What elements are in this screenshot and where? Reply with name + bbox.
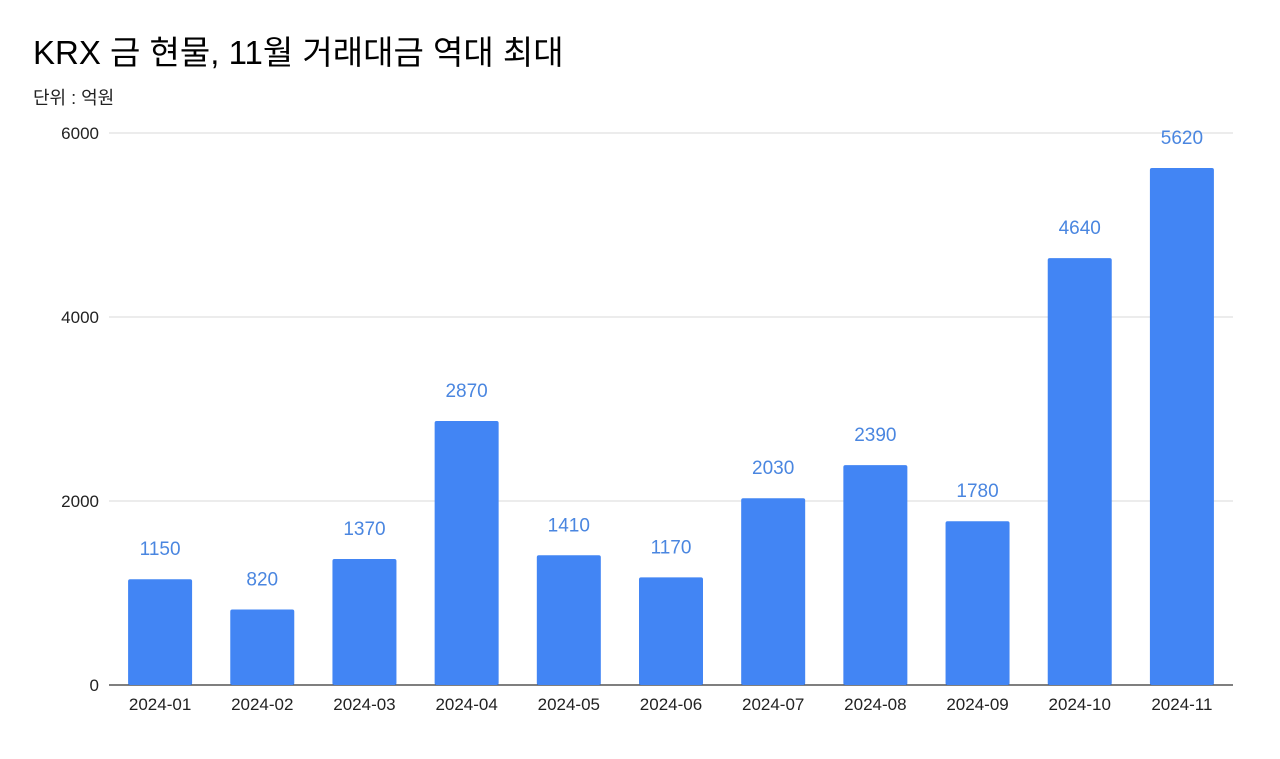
y-tick-label: 0 (90, 676, 99, 695)
x-tick-label-2024-03: 2024-03 (333, 695, 395, 714)
bar-2024-04 (434, 420, 499, 685)
x-tick-label-2024-02: 2024-02 (231, 695, 293, 714)
bar-2024-10 (1047, 258, 1112, 685)
chart-title: KRX 금 현물, 11월 거래대금 역대 최대 (33, 34, 564, 71)
data-label-2024-09: 1780 (956, 481, 998, 502)
data-labels: 1150 820 1370 2870 1410 1170 2030 2390 1780 4640 5… (140, 128, 1203, 591)
bar-2024-08 (843, 465, 908, 685)
bar-2024-02 (230, 609, 295, 685)
x-tick-label-2024-01: 2024-01 (129, 695, 191, 714)
data-label-2024-07: 2030 (752, 458, 794, 479)
x-tick-label-2024-08: 2024-08 (844, 695, 906, 714)
x-tick-label-2024-11: 2024-11 (1151, 695, 1212, 714)
data-label-2024-04: 2870 (445, 381, 487, 402)
y-tick-label: 4000 (61, 308, 99, 327)
x-tick-label-2024-05: 2024-05 (538, 695, 600, 714)
gridlines (109, 132, 1233, 686)
x-tick-label-2024-09: 2024-09 (946, 695, 1008, 714)
bar-2024-09 (945, 521, 1010, 685)
x-tick-label-2024-07: 2024-07 (742, 695, 804, 714)
data-label-2024-01: 1150 (140, 539, 181, 560)
data-label-2024-03: 1370 (343, 519, 385, 540)
data-label-2024-11: 5620 (1161, 128, 1203, 149)
x-tick-label-2024-06: 2024-06 (640, 695, 702, 714)
y-axis: 0 2000 4000 6000 (61, 124, 99, 695)
bar-2024-07 (741, 498, 806, 685)
x-tick-label-2024-10: 2024-10 (1049, 695, 1111, 714)
x-tick-label-2024-04: 2024-04 (435, 695, 497, 714)
data-label-2024-06: 1170 (651, 537, 692, 558)
chart-unit-subtitle: 단위 : 억원 (33, 88, 115, 108)
data-label-2024-10: 4640 (1059, 218, 1101, 239)
y-tick-label: 6000 (61, 124, 99, 143)
bar-2024-11 (1149, 167, 1214, 685)
x-axis: 2024-01 2024-02 2024-03 2024-04 2024-05 2024-… (129, 695, 1213, 714)
y-tick-label: 2000 (61, 492, 99, 511)
data-label-2024-05: 1410 (548, 515, 590, 536)
data-label-2024-02: 820 (246, 570, 278, 591)
data-label-2024-08: 2390 (854, 425, 896, 446)
bar-2024-03 (332, 558, 397, 685)
bars (128, 167, 1214, 685)
bar-2024-05 (536, 555, 601, 685)
bar-2024-01 (128, 579, 193, 685)
bar-2024-06 (639, 577, 703, 685)
